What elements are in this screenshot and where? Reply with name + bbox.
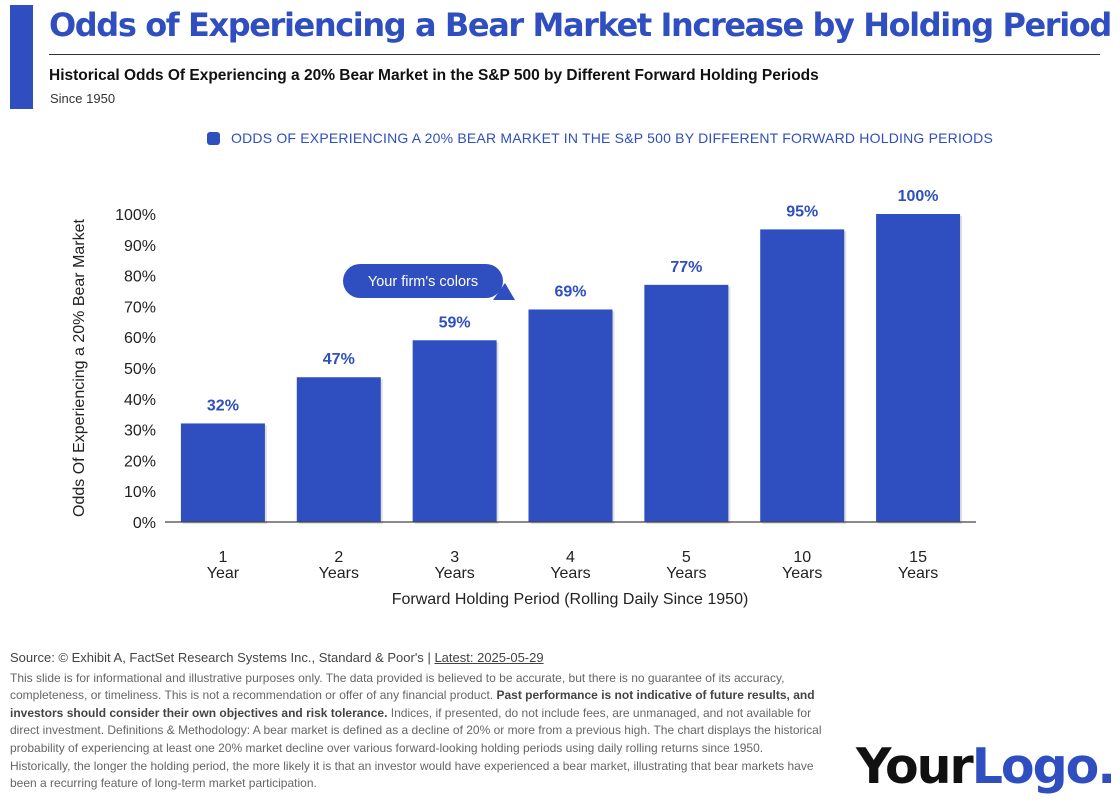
- y-tick-label: 60%: [124, 330, 156, 347]
- title-divider: [49, 54, 1100, 55]
- bar-value-label: 32%: [207, 397, 239, 414]
- company-logo: YourLogo.: [856, 738, 1116, 795]
- y-tick-label: 50%: [124, 361, 156, 378]
- bar: [760, 229, 845, 522]
- bar-value-label: 95%: [786, 203, 818, 220]
- x-tick-label: Years: [782, 565, 822, 582]
- x-tick-label: Years: [434, 565, 474, 582]
- bar-chart: 0% 10% 20% 30% 40% 50% 60% 70% 80% 90% 100% Odds Of…: [71, 188, 976, 608]
- y-tick-label: 100%: [115, 207, 156, 224]
- logo-part-your: Your: [856, 738, 974, 795]
- source-line: Source: © Exhibit A, FactSet Research Sy…: [10, 649, 822, 667]
- source-separator: |: [427, 650, 431, 665]
- legend-swatch: [207, 131, 220, 145]
- annotation-pointer: [493, 283, 515, 300]
- x-tick-label: 3: [450, 549, 459, 566]
- annotation-text: Your firm's colors: [368, 274, 478, 290]
- x-tick-label: Years: [898, 565, 938, 582]
- y-tick-label: 80%: [124, 269, 156, 286]
- since-label: Since 1950: [50, 91, 116, 106]
- bar-value-label: 59%: [439, 314, 471, 331]
- bar: [876, 214, 961, 522]
- page-title: Odds of Experiencing a Bear Market Incre…: [49, 6, 1112, 44]
- chart-subtitle: Historical Odds Of Experiencing a 20% Be…: [49, 67, 819, 84]
- bar: [180, 423, 265, 522]
- bar-value-label: 69%: [554, 283, 586, 300]
- y-tick-label: 10%: [124, 484, 156, 501]
- x-tick-label: 10: [793, 549, 811, 566]
- bar: [644, 284, 729, 522]
- y-tick-label: 40%: [124, 392, 156, 409]
- bar: [296, 377, 381, 522]
- y-tick-label: 30%: [124, 423, 156, 440]
- accent-bar: [10, 5, 33, 109]
- y-tick-label: 70%: [124, 299, 156, 316]
- y-axis-label: Odds Of Experiencing a 20% Bear Market: [71, 218, 88, 516]
- x-tick-label: Years: [550, 565, 590, 582]
- bar: [528, 309, 613, 522]
- bar-value-label: 77%: [670, 259, 702, 276]
- x-tick-label: 4: [566, 549, 575, 566]
- disclaimer-text-1: This slide is for informational and illu…: [10, 670, 785, 703]
- x-tick-label: 5: [682, 549, 691, 566]
- x-axis-label: Forward Holding Period (Rolling Daily Si…: [392, 591, 749, 608]
- x-tick-label: 1: [218, 549, 227, 566]
- bar-value-label: 47%: [323, 351, 355, 368]
- legend-label: ODDS OF EXPERIENCING A 20% BEAR MARKET I…: [231, 130, 993, 146]
- x-tick-label: Years: [666, 565, 706, 582]
- annotation-callout: [343, 264, 503, 298]
- x-tick-label: 15: [909, 549, 927, 566]
- y-tick-label: 90%: [124, 238, 156, 255]
- x-tick-label: Years: [319, 565, 359, 582]
- x-tick-label: Year: [207, 565, 240, 582]
- disclaimer-text-2: Indices, if presented, do not include fe…: [10, 705, 822, 791]
- chart-legend: ODDS OF EXPERIENCING A 20% BEAR MARKET I…: [207, 130, 993, 146]
- x-tick-label: 2: [334, 549, 343, 566]
- source-text: Source: © Exhibit A, FactSet Research Sy…: [10, 650, 424, 665]
- bar-value-label: 100%: [898, 188, 939, 205]
- y-tick-label: 0%: [133, 515, 156, 532]
- logo-part-logo: Logo.: [971, 738, 1116, 795]
- latest-date-link[interactable]: Latest: 2025-05-29: [434, 650, 544, 665]
- disclaimer-bold: Past performance is not indicative of fu…: [10, 688, 815, 720]
- bar: [412, 340, 497, 522]
- disclaimer: This slide is for informational and illu…: [10, 670, 822, 793]
- y-tick-label: 20%: [124, 453, 156, 470]
- footer: Source: © Exhibit A, FactSet Research Sy…: [10, 649, 822, 793]
